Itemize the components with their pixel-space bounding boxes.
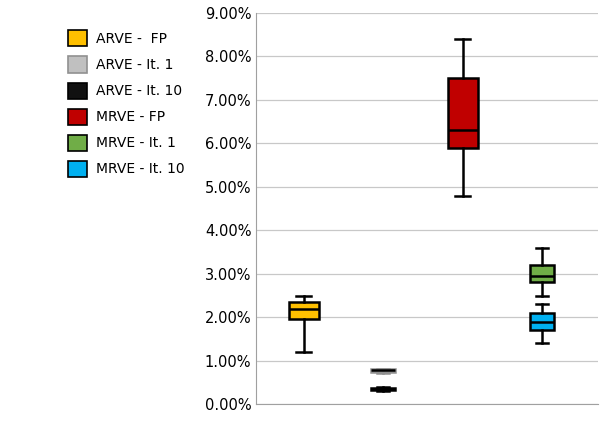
PathPatch shape: [371, 388, 395, 390]
PathPatch shape: [371, 369, 395, 372]
Legend: ARVE -  FP, ARVE - It. 1, ARVE - It. 10, MRVE - FP, MRVE - It. 1, MRVE - It. 10: ARVE - FP, ARVE - It. 1, ARVE - It. 10, …: [65, 28, 187, 179]
PathPatch shape: [530, 313, 554, 330]
PathPatch shape: [530, 265, 554, 283]
PathPatch shape: [448, 78, 478, 147]
PathPatch shape: [289, 302, 319, 319]
